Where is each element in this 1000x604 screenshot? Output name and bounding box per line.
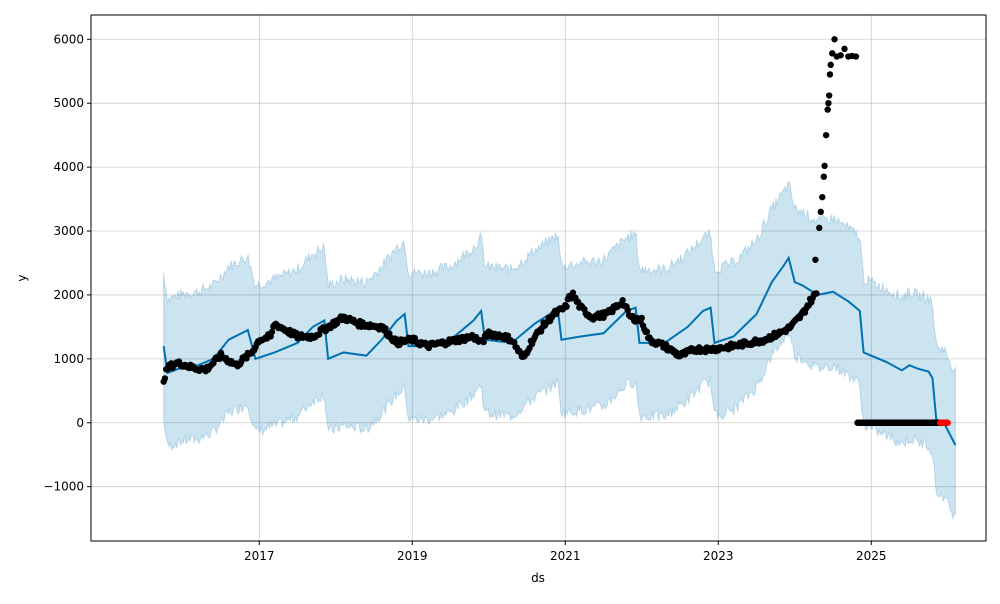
observed-point — [624, 306, 631, 314]
y-tick-label: 0 — [76, 416, 84, 430]
observed-point — [638, 314, 645, 322]
observed-point — [268, 328, 276, 335]
uncertainty-area — [163, 180, 956, 519]
observed-point — [826, 71, 834, 78]
observed-point — [563, 303, 570, 310]
observed-point — [316, 331, 323, 338]
observed-point — [824, 106, 831, 113]
observed-point — [643, 328, 651, 335]
observed-point — [825, 99, 832, 107]
x-tick-label: 2017 — [244, 549, 275, 563]
observed-point — [813, 290, 820, 297]
observed-point — [831, 36, 838, 43]
uncertainty-band — [163, 180, 956, 519]
observed-point — [841, 45, 848, 53]
observed-point — [480, 338, 487, 346]
x-axis-label: ds — [531, 571, 545, 585]
y-tick-label: −1000 — [43, 480, 84, 494]
observed-point — [619, 297, 626, 304]
observed-point — [829, 50, 836, 57]
x-tick-label: 2019 — [397, 549, 428, 563]
forecast-yhat-line — [162, 255, 957, 446]
observed-point — [827, 61, 834, 69]
observed-point — [382, 325, 389, 332]
observed-point — [392, 335, 399, 343]
x-tick-label: 2023 — [703, 549, 734, 563]
y-axis-label: y — [15, 274, 29, 281]
observed-point — [825, 92, 833, 99]
y-tick-label: 3000 — [53, 224, 84, 238]
observed-point — [820, 173, 828, 180]
forecast-line — [162, 255, 957, 446]
observed-point — [817, 208, 824, 216]
axis-ticks: 2017 2019 2021 2023 2025 −1000 0 1000 2000 3000 40… — [43, 32, 886, 563]
observed-point — [161, 375, 169, 382]
observed-point — [837, 52, 844, 59]
x-tick-label: 2025 — [856, 549, 887, 563]
observed-point — [822, 131, 830, 139]
observed-point — [243, 355, 250, 362]
y-tick-label: 2000 — [53, 288, 84, 302]
observed-point — [819, 193, 826, 201]
y-tick-label: 4000 — [53, 160, 84, 174]
x-tick-label: 2021 — [550, 549, 581, 563]
observed-point — [569, 289, 577, 296]
plot-frame — [90, 14, 987, 542]
observed-points — [160, 36, 951, 426]
y-tick-label: 5000 — [53, 96, 84, 110]
observed-point — [812, 256, 819, 263]
observed-point — [852, 53, 860, 60]
y-tick-label: 1000 — [53, 352, 84, 366]
observed-point — [816, 224, 823, 232]
observed-point — [821, 162, 828, 170]
y-tick-label: 6000 — [53, 32, 84, 46]
